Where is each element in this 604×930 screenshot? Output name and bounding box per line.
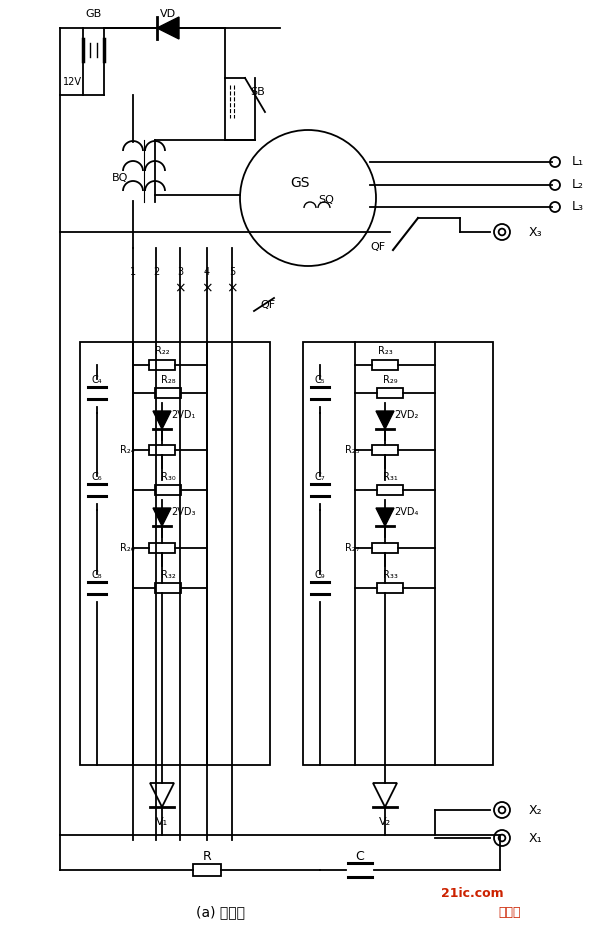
Polygon shape	[157, 17, 179, 39]
Text: R₃₃: R₃₃	[382, 570, 397, 580]
Text: 2VD₁: 2VD₁	[171, 410, 195, 420]
Text: L₁: L₁	[572, 155, 584, 168]
Text: R₂₉: R₂₉	[383, 375, 397, 385]
Text: 1: 1	[130, 267, 136, 277]
Polygon shape	[153, 508, 171, 526]
Text: SB: SB	[251, 87, 265, 97]
Text: BQ: BQ	[112, 173, 129, 183]
Text: 电子网: 电子网	[499, 906, 521, 919]
Bar	[155, 485, 181, 495]
Text: GS: GS	[291, 176, 310, 190]
Text: 2VD₃: 2VD₃	[171, 507, 195, 517]
Bar	[155, 583, 181, 593]
Bar	[155, 388, 181, 398]
Text: ×: ×	[174, 281, 186, 295]
Text: C: C	[356, 849, 364, 862]
Text: R₂₈: R₂₈	[161, 375, 175, 385]
Text: R₂₄: R₂₄	[120, 445, 135, 455]
Text: R₂₂: R₂₂	[155, 346, 169, 356]
Polygon shape	[153, 411, 171, 429]
Bar	[377, 388, 403, 398]
Text: R₃₂: R₃₂	[161, 570, 175, 580]
Polygon shape	[376, 508, 394, 526]
Text: GB: GB	[85, 9, 101, 19]
Text: C₄: C₄	[92, 375, 102, 385]
Polygon shape	[373, 783, 397, 807]
Text: 12V: 12V	[62, 77, 82, 87]
Text: C₅: C₅	[315, 375, 325, 385]
Circle shape	[499, 834, 506, 842]
Bar	[372, 543, 398, 553]
Text: 2VD₂: 2VD₂	[394, 410, 418, 420]
Circle shape	[550, 180, 560, 190]
Text: V₁: V₁	[156, 817, 168, 827]
Text: 4: 4	[204, 267, 210, 277]
Circle shape	[494, 802, 510, 818]
Circle shape	[494, 224, 510, 240]
Bar	[149, 543, 175, 553]
Text: R₃₁: R₃₁	[382, 472, 397, 482]
Text: C₆: C₆	[92, 472, 102, 482]
Text: R₃₀: R₃₀	[161, 472, 175, 482]
Text: V₂: V₂	[379, 817, 391, 827]
Text: R₂₅: R₂₅	[345, 445, 359, 455]
Text: ×: ×	[226, 281, 238, 295]
Bar	[377, 583, 403, 593]
Text: VD: VD	[160, 9, 176, 19]
Text: (a) 主电路: (a) 主电路	[196, 905, 245, 919]
Bar	[193, 864, 221, 876]
Circle shape	[499, 806, 506, 814]
Text: R₂₃: R₂₃	[378, 346, 393, 356]
Text: X₁: X₁	[528, 831, 542, 844]
Bar	[372, 445, 398, 455]
Bar	[377, 485, 403, 495]
Bar	[372, 360, 398, 370]
Text: R₂₆: R₂₆	[120, 543, 135, 553]
Text: R₂₇: R₂₇	[345, 543, 359, 553]
Circle shape	[499, 229, 506, 235]
Text: 21ic.com: 21ic.com	[441, 886, 503, 899]
Text: L₂: L₂	[572, 179, 584, 192]
Circle shape	[240, 130, 376, 266]
Text: L₃: L₃	[572, 201, 584, 214]
Text: X₃: X₃	[528, 225, 542, 238]
Text: QF: QF	[260, 300, 275, 310]
Text: C₉: C₉	[315, 570, 326, 580]
Text: 3: 3	[177, 267, 183, 277]
Text: SQ: SQ	[318, 195, 334, 205]
Text: C₈: C₈	[92, 570, 102, 580]
Text: ×: ×	[201, 281, 213, 295]
Text: X₂: X₂	[528, 804, 542, 817]
Bar	[149, 445, 175, 455]
Polygon shape	[376, 411, 394, 429]
Text: 5: 5	[229, 267, 235, 277]
Bar	[303, 342, 493, 765]
Text: 2VD₄: 2VD₄	[394, 507, 418, 517]
Circle shape	[550, 157, 560, 167]
Text: QF: QF	[370, 242, 385, 252]
Bar	[149, 360, 175, 370]
Text: R: R	[202, 849, 211, 862]
Text: 2: 2	[153, 267, 159, 277]
Bar	[80, 342, 270, 765]
Circle shape	[494, 830, 510, 846]
Polygon shape	[150, 783, 174, 807]
Circle shape	[550, 202, 560, 212]
Text: C₇: C₇	[315, 472, 326, 482]
